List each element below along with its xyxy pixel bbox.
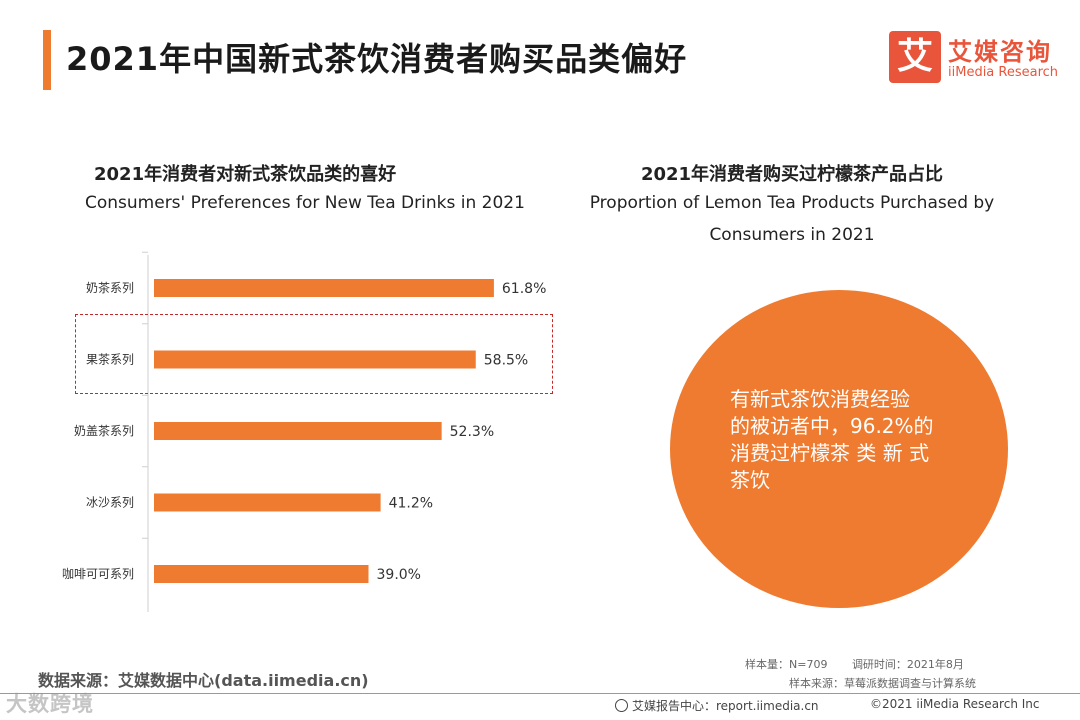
logo-mark-icon: 艾 [889, 31, 941, 83]
bar-chart: 奶茶系列 61.8% 果茶系列 58.5% 奶盖茶系列 52.3% 冰沙系列 41.2% 咖啡可… [62, 251, 546, 612]
pie-text-line-4: 茶饮 [730, 468, 770, 492]
highlight-box [75, 314, 553, 394]
page-title: 2021年中国新式茶饮消费者购买品类偏好 [66, 40, 688, 78]
footer-site-text: 艾媒报告中心：report.iimedia.cn [632, 699, 819, 713]
category-label: 咖啡可可系列 [62, 566, 134, 581]
sample-source: 样本来源：草莓派数据调查与计算系统 [789, 677, 976, 690]
sample-size: 样本量：N=709 [745, 658, 828, 671]
left-chart-title-en: Consumers' Preferences for New Tea Drink… [85, 193, 525, 213]
category-label: 果茶系列 [86, 352, 134, 367]
right-chart-title-cn: 2021年消费者购买过柠檬茶产品占比 [640, 164, 944, 185]
right-chart-title-en-2: Consumers in 2021 [709, 225, 875, 245]
value-label: 52.3% [450, 424, 494, 440]
globe-icon [615, 699, 628, 712]
data-source: 数据来源：艾媒数据中心(data.iimedia.cn) [38, 671, 369, 690]
bar [154, 565, 369, 583]
bar [154, 350, 476, 369]
value-label: 41.2% [389, 496, 433, 512]
pie-text-line-3: 消费过柠檬茶 类 新 式 [730, 441, 930, 465]
value-label: 58.5% [484, 353, 528, 369]
pie-text-line-1: 有新式茶饮消费经验 [730, 387, 910, 411]
sample-info: 样本量：N=709 调研时间：2021年8月 [745, 656, 964, 672]
copyright: ©2021 iiMedia Research Inc [870, 697, 1040, 711]
value-label: 61.8% [502, 281, 546, 297]
bar [154, 493, 381, 512]
pie-text: 有新式茶饮消费经验 的被访者中，96.2%的 消费过柠檬茶 类 新 式 茶饮 [730, 386, 962, 494]
footer-site: 艾媒报告中心：report.iimedia.cn [615, 697, 819, 714]
category-label: 奶盖茶系列 [74, 423, 134, 438]
bar [154, 279, 494, 297]
footer-divider [0, 693, 1080, 694]
logo-text-en: iiMedia Research [948, 65, 1059, 80]
value-label: 39.0% [377, 567, 421, 583]
right-chart-title-en-1: Proportion of Lemon Tea Products Purchas… [589, 193, 995, 213]
pie-chart [670, 290, 1008, 608]
survey-time: 调研时间：2021年8月 [851, 658, 964, 671]
category-label: 冰沙系列 [86, 496, 134, 510]
pie-text-line-2: 的被访者中，96.2%的 [730, 414, 934, 438]
logo-text-cn: 艾媒咨询 [948, 38, 1052, 66]
bar [154, 422, 442, 440]
category-label: 奶茶系列 [86, 280, 134, 295]
left-chart-title-cn: 2021年消费者对新式茶饮品类的喜好 [94, 164, 397, 185]
logo: 艾 艾媒咨询 iiMedia Research [889, 31, 1061, 87]
title-accent-bar [43, 30, 51, 90]
watermark: 大数跨境 [6, 692, 94, 716]
